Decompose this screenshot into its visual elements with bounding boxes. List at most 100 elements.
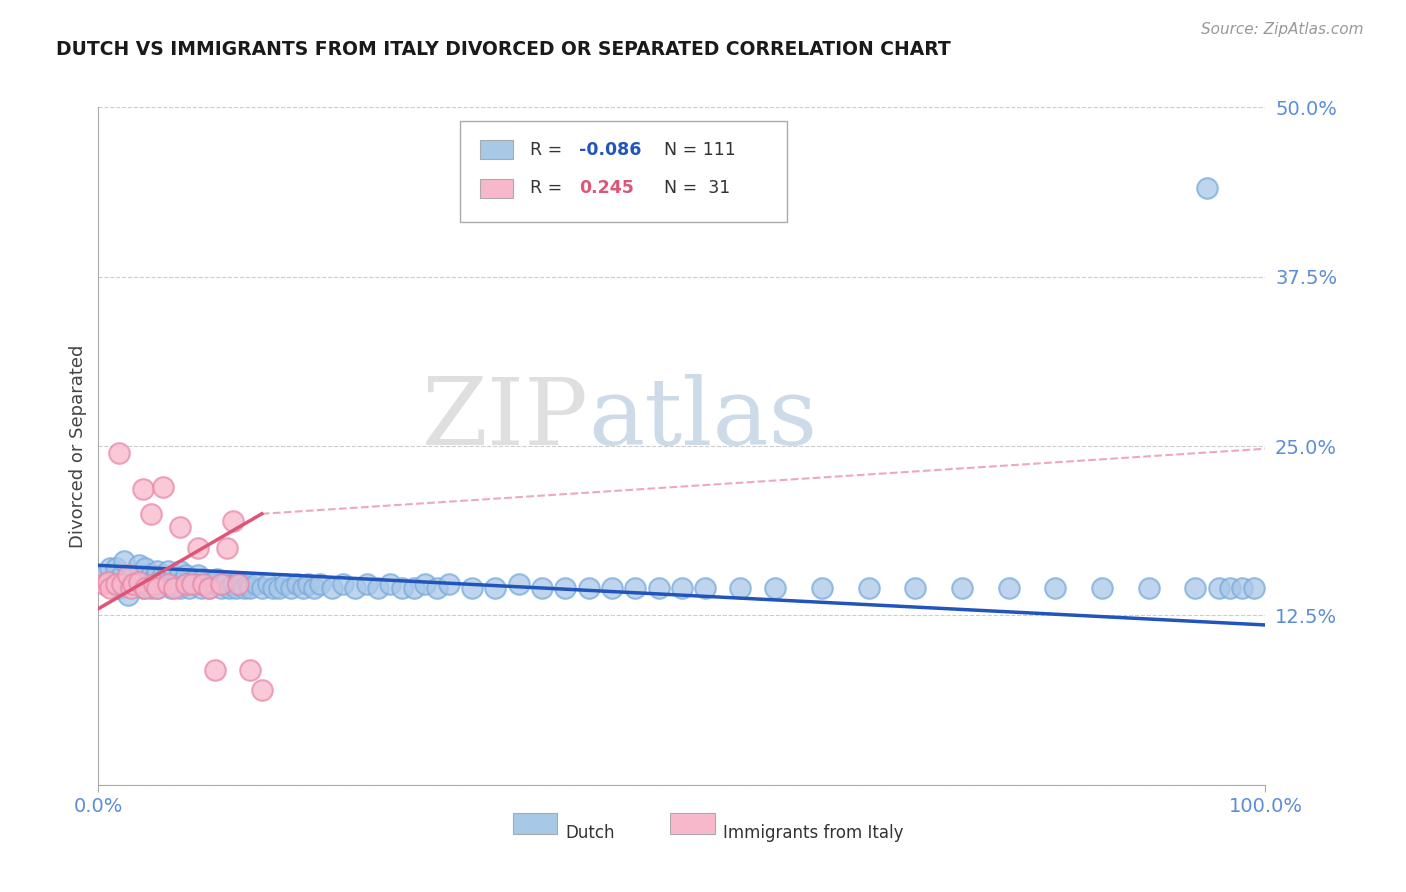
Point xyxy=(108,582,131,596)
Point xyxy=(508,577,530,591)
Point xyxy=(174,577,197,591)
Point xyxy=(111,567,134,582)
Point xyxy=(139,567,162,582)
Point xyxy=(250,683,273,698)
Bar xyxy=(671,814,714,834)
Point xyxy=(146,582,169,596)
Point xyxy=(157,577,180,591)
Point xyxy=(120,567,142,582)
Point xyxy=(132,582,155,596)
Point xyxy=(155,572,177,586)
Point xyxy=(461,582,484,596)
Point xyxy=(139,582,162,596)
Point xyxy=(159,582,181,596)
Point xyxy=(321,582,343,596)
Point xyxy=(380,577,402,591)
Point xyxy=(201,574,224,589)
Point xyxy=(204,577,226,591)
Point xyxy=(1219,582,1241,596)
Point xyxy=(128,558,150,573)
Point xyxy=(730,582,752,596)
Point xyxy=(647,582,669,596)
Point xyxy=(187,567,209,582)
Point xyxy=(132,483,155,497)
Point xyxy=(120,582,142,596)
Point xyxy=(93,567,115,582)
Point xyxy=(437,577,460,591)
Point xyxy=(179,582,201,596)
Point xyxy=(198,582,221,596)
FancyBboxPatch shape xyxy=(460,120,787,222)
Point xyxy=(98,561,121,575)
Point xyxy=(291,582,314,596)
Point xyxy=(332,577,354,591)
Point xyxy=(207,572,229,586)
Point xyxy=(402,582,425,596)
Y-axis label: Divorced or Separated: Divorced or Separated xyxy=(69,344,87,548)
Point xyxy=(146,582,169,596)
Point xyxy=(152,577,174,591)
Point xyxy=(413,577,436,591)
Point xyxy=(209,577,232,591)
Point xyxy=(221,577,243,591)
Point xyxy=(367,582,389,596)
Point xyxy=(117,574,139,589)
Point xyxy=(169,520,191,534)
Point xyxy=(169,582,191,596)
Text: 0.245: 0.245 xyxy=(579,179,634,197)
Point xyxy=(198,582,221,596)
Point xyxy=(239,582,262,596)
Point xyxy=(811,582,834,596)
Point xyxy=(269,582,291,596)
Point xyxy=(695,582,717,596)
Point xyxy=(426,582,449,596)
Point xyxy=(93,577,115,591)
Bar xyxy=(513,814,557,834)
Point xyxy=(236,577,259,591)
Point xyxy=(180,574,202,589)
Text: atlas: atlas xyxy=(589,374,818,464)
Point xyxy=(1230,582,1253,596)
Point xyxy=(98,582,121,596)
Point xyxy=(215,541,238,555)
Point xyxy=(1243,582,1265,596)
Point xyxy=(858,582,880,596)
Point xyxy=(1091,582,1114,596)
Text: ZIP: ZIP xyxy=(422,374,589,464)
Point xyxy=(134,582,156,596)
Point xyxy=(233,582,256,596)
Point xyxy=(578,582,600,596)
Point xyxy=(157,564,180,578)
Point xyxy=(1184,582,1206,596)
Point xyxy=(214,577,236,591)
Point xyxy=(391,582,413,596)
Point xyxy=(280,582,302,596)
Point xyxy=(172,574,194,589)
Point xyxy=(122,577,145,591)
Point xyxy=(183,577,205,591)
Point xyxy=(152,480,174,494)
Text: DUTCH VS IMMIGRANTS FROM ITALY DIVORCED OR SEPARATED CORRELATION CHART: DUTCH VS IMMIGRANTS FROM ITALY DIVORCED … xyxy=(56,40,950,59)
Point xyxy=(1137,582,1160,596)
Point xyxy=(122,567,145,582)
Point xyxy=(169,564,191,578)
Point xyxy=(104,577,127,591)
Point xyxy=(262,582,284,596)
Point xyxy=(125,577,148,591)
Point xyxy=(157,577,180,591)
Point xyxy=(97,574,120,589)
Point xyxy=(163,582,186,596)
Point xyxy=(245,577,267,591)
Text: R =: R = xyxy=(530,141,568,159)
Point xyxy=(344,582,367,596)
Point xyxy=(104,561,127,575)
Point xyxy=(190,582,212,596)
Point xyxy=(193,572,215,586)
Point xyxy=(1208,582,1230,596)
Point xyxy=(215,574,238,589)
Bar xyxy=(479,140,513,160)
Text: R =: R = xyxy=(530,179,574,197)
Point xyxy=(218,582,240,596)
Point xyxy=(117,567,139,582)
Point xyxy=(250,582,273,596)
